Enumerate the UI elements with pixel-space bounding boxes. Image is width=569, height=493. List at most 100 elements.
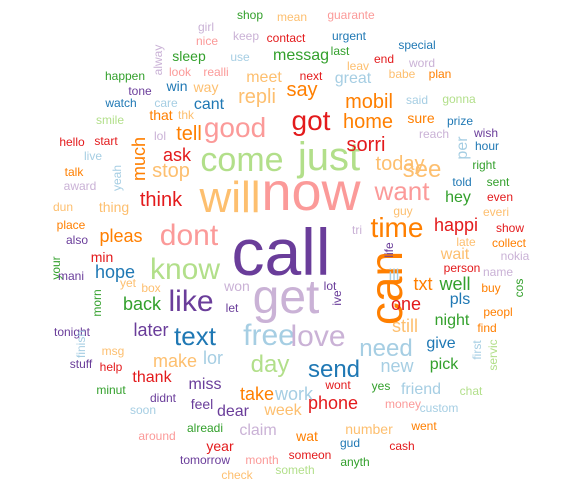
word-take: take xyxy=(239,384,275,404)
word-miss: miss xyxy=(188,376,222,393)
word-end: end xyxy=(373,52,395,66)
word-sleep: sleep xyxy=(172,48,206,64)
word-get: get xyxy=(252,271,320,324)
word-special: special xyxy=(398,38,436,52)
word-hello: hello xyxy=(59,135,85,149)
word-prize: prize xyxy=(446,114,474,128)
word-wat: wat xyxy=(296,428,318,444)
word-life: life xyxy=(382,242,396,258)
word-live: live xyxy=(83,149,103,163)
word-ill: ill xyxy=(388,267,400,284)
word-alreadi: alreadi xyxy=(186,421,224,435)
word-mani: mani xyxy=(57,269,85,283)
word-sorri: sorri xyxy=(346,134,386,156)
word-finish: finish xyxy=(74,329,88,359)
word-soon: soon xyxy=(129,403,157,417)
word-reach: reach xyxy=(418,127,450,141)
word-per: per xyxy=(454,136,471,160)
word-much: much xyxy=(129,136,149,182)
word-good: good xyxy=(203,112,267,143)
word-see: see xyxy=(402,156,442,183)
word-now: now xyxy=(261,162,361,222)
word-sure: sure xyxy=(407,110,435,126)
word-dear: dear xyxy=(216,403,250,420)
word-msg: msg xyxy=(101,344,125,358)
word-well: well xyxy=(439,274,471,294)
word-told: told xyxy=(452,175,472,189)
word-today: today xyxy=(375,153,425,175)
word-back: back xyxy=(122,294,162,314)
word-tomorrow: tomorrow xyxy=(179,453,231,467)
word-next: next xyxy=(299,69,323,83)
word-person: person xyxy=(443,261,481,275)
word-got: got xyxy=(291,105,331,136)
word-gonna: gonna xyxy=(442,92,476,106)
word-great: great xyxy=(334,70,372,87)
word-box: box xyxy=(141,281,161,295)
word-hey: hey xyxy=(445,189,471,206)
word-care: care xyxy=(154,96,178,110)
word-thk: thk xyxy=(177,108,195,122)
word-girl: girl xyxy=(197,20,215,34)
word-didnt: didnt xyxy=(149,391,177,405)
word-number: number xyxy=(345,421,393,437)
word-everi: everi xyxy=(482,205,510,219)
word-win: win xyxy=(166,78,188,94)
word-let: let xyxy=(225,301,239,315)
word-find: find xyxy=(477,321,497,335)
word-show: show xyxy=(495,221,525,235)
word-yeah: yeah xyxy=(110,164,124,192)
word-lot: lot xyxy=(323,279,337,293)
word-sent: sent xyxy=(486,175,510,189)
word-guarante: guarante xyxy=(327,8,375,22)
word-babe: babe xyxy=(388,67,416,81)
word-anyth: anyth xyxy=(340,455,370,469)
word-won: won xyxy=(224,278,250,294)
word-look: look xyxy=(168,65,192,79)
word-work: work xyxy=(274,384,314,404)
word-gud: gud xyxy=(339,436,361,450)
word-yes: yes xyxy=(371,379,391,393)
word-just: just xyxy=(297,135,361,179)
word-minut: minut xyxy=(96,383,126,397)
word-phone: phone xyxy=(307,393,359,413)
word-also: also xyxy=(65,233,89,247)
word-buy: buy xyxy=(481,281,501,295)
word-servic: servic xyxy=(486,339,500,371)
word-one: one xyxy=(390,294,422,314)
word-that: that xyxy=(149,107,173,123)
word-someon: someon xyxy=(288,448,332,462)
word-lol: lol xyxy=(153,129,167,143)
word-alway: alway xyxy=(151,44,165,76)
word-place: place xyxy=(56,218,86,232)
word-will: will xyxy=(199,173,261,222)
word-still: still xyxy=(392,316,418,336)
word-lor: lor xyxy=(202,348,224,368)
word-month: month xyxy=(245,453,279,467)
word-tone: tone xyxy=(128,84,152,98)
word-dun: dun xyxy=(52,200,74,214)
word-morn: morn xyxy=(90,289,104,317)
word-start: start xyxy=(94,134,118,148)
word-nice: nice xyxy=(195,34,219,48)
word-wish: wish xyxy=(473,126,499,140)
word-hope: hope xyxy=(94,262,136,282)
word-guy: guy xyxy=(393,204,413,218)
word-come: come xyxy=(200,141,284,179)
word-tri: tri xyxy=(352,223,362,237)
word-urgent: urgent xyxy=(331,29,367,43)
word-thing: thing xyxy=(98,199,130,215)
word-pick: pick xyxy=(429,356,459,373)
word-say: say xyxy=(286,79,318,101)
word-wait: wait xyxy=(440,246,470,263)
word-love: love xyxy=(290,320,346,353)
word-messag: messag xyxy=(272,47,330,64)
word-money: money xyxy=(384,397,422,411)
word-chat: chat xyxy=(459,384,483,398)
word-yet: yet xyxy=(119,276,137,290)
word-text: text xyxy=(174,321,216,351)
word-plan: plan xyxy=(428,67,452,81)
word-tonight: tonight xyxy=(53,325,91,339)
word-check: check xyxy=(221,468,253,482)
word-award: award xyxy=(63,179,97,193)
